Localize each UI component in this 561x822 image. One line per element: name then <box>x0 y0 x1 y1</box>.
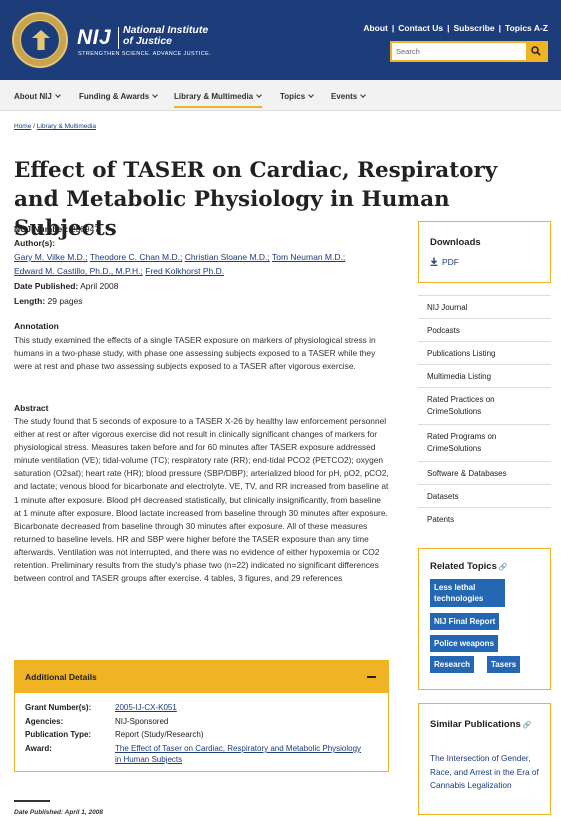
annotation-text: This study examined the effects of a sin… <box>14 335 376 372</box>
grant-number-link[interactable]: 2005-IJ-CX-K051 <box>115 703 177 712</box>
footer-date-published: Date Published: April 1, 2008 <box>14 809 103 816</box>
topic-tag-research[interactable]: Research <box>430 656 475 673</box>
annotation-heading: Annotation <box>14 321 59 331</box>
search-input[interactable] <box>392 43 526 60</box>
util-link-topics-az[interactable]: Topics A-Z <box>505 23 548 33</box>
util-link-contact[interactable]: Contact Us <box>398 23 444 33</box>
search-button[interactable] <box>526 43 546 60</box>
search-icon <box>531 46 541 56</box>
chevron-down-icon <box>54 92 61 98</box>
breadcrumb-home[interactable]: Home <box>14 123 32 130</box>
date-published: Date Published: April 2008 <box>14 281 119 291</box>
util-link-about[interactable]: About <box>363 23 388 33</box>
nav-item-about-nij[interactable]: About NIJ <box>14 92 61 101</box>
nav-item-events[interactable]: Events <box>331 92 367 101</box>
author-link[interactable]: Christian Sloane M.D.; <box>184 252 270 262</box>
author-list: Gary M. Vilke M.D.; Theodore C. Chan M.D… <box>14 250 404 278</box>
authors-label: Author(s): <box>14 238 56 248</box>
award-link[interactable]: The Effect of Taser on Cardiac, Respirat… <box>115 744 362 764</box>
chevron-down-icon <box>360 92 367 98</box>
nav-item-topics[interactable]: Topics <box>280 92 315 101</box>
abstract-text: The study found that 5 seconds of exposu… <box>14 416 389 584</box>
topic-tag-tasers[interactable]: Tasers <box>487 656 521 673</box>
abstract-heading: Abstract <box>14 403 49 413</box>
logo-abbr[interactable]: NIJ <box>77 26 112 49</box>
main-nav: About NIJ Funding & Awards Library & Mul… <box>0 80 561 111</box>
logo-tagline: STRENGTHEN SCIENCE. ADVANCE JUSTICE. <box>78 51 212 57</box>
logo-divider <box>118 27 119 49</box>
additional-details-heading: Additional Details <box>25 672 97 682</box>
downloads-panel: Downloads PDF <box>418 221 551 283</box>
eagle-icon <box>32 30 50 50</box>
link-icon: 🔗 <box>522 722 532 729</box>
sidebar-item-datasets[interactable]: Datasets <box>418 484 551 507</box>
sidebar-item-patents[interactable]: Patents <box>418 507 551 530</box>
related-topics-heading: Related Topics 🔗 <box>430 561 508 572</box>
breadcrumb: Home / Library & Multimedia <box>14 123 97 130</box>
download-icon <box>430 257 438 266</box>
util-link-subscribe[interactable]: Subscribe <box>453 23 495 33</box>
author-link[interactable]: Edward M. Castillo, Ph.D., M.P.H.; <box>14 266 143 276</box>
ncj-number: NCJ Number: 236947 <box>14 224 100 234</box>
search-box <box>390 41 548 62</box>
topic-tag-less-lethal[interactable]: Less lethal technologies <box>430 579 505 607</box>
related-topics-panel: Related Topics 🔗 Less lethal technologies… <box>418 548 551 690</box>
nav-item-funding-awards[interactable]: Funding & Awards <box>79 92 159 101</box>
chevron-down-icon <box>256 92 262 98</box>
author-link[interactable]: Fred Kolkhorst Ph.D. <box>145 266 225 276</box>
breadcrumb-library[interactable]: Library & Multimedia <box>36 123 97 130</box>
seal-inner <box>20 20 60 60</box>
utility-links: About | Contact Us | Subscribe | Topics … <box>363 23 548 33</box>
link-icon: 🔗 <box>498 564 508 571</box>
collapse-icon <box>367 676 376 678</box>
author-link[interactable]: Gary M. Vilke M.D.; <box>14 252 88 262</box>
footer-divider <box>14 800 50 802</box>
logo-name[interactable]: National Institute of Justice <box>123 24 209 47</box>
topic-tag-police-weapons[interactable]: Police weapons <box>430 635 499 652</box>
additional-details-toggle[interactable]: Additional Details <box>15 661 388 693</box>
sidebar-item-rated-practices[interactable]: Rated Practices on CrimeSolutions <box>418 387 551 424</box>
site-header: NIJ National Institute of Justice STRENG… <box>0 0 561 80</box>
page-title: Effect of TASER on Cardiac, Respiratory … <box>14 158 498 241</box>
nav-item-library-multimedia[interactable]: Library & Multimedia <box>174 92 262 101</box>
author-link[interactable]: Theodore C. Chan M.D.; <box>89 252 183 262</box>
nav-active-indicator <box>174 106 262 108</box>
sidebar-item-rated-programs[interactable]: Rated Programs on CrimeSolutions <box>418 424 551 461</box>
similar-publications-panel: Similar Publications 🔗 The Intersection o… <box>418 703 551 815</box>
similar-publications-heading: Similar Publications 🔗 <box>430 717 540 733</box>
length: Length: 29 pages <box>14 296 83 306</box>
doj-seal-logo[interactable] <box>12 12 68 68</box>
sidebar-item-nij-journal[interactable]: NIJ Journal <box>418 295 551 318</box>
additional-details-panel: Additional Details Grant Number(s): 2005… <box>14 660 389 772</box>
sidebar-item-podcasts[interactable]: Podcasts <box>418 318 551 341</box>
downloads-heading: Downloads <box>430 237 481 248</box>
sidebar-item-multimedia-listing[interactable]: Multimedia Listing <box>418 364 551 387</box>
pdf-download-link[interactable]: PDF <box>430 257 459 267</box>
sidebar-item-publications-listing[interactable]: Publications Listing <box>418 341 551 364</box>
chevron-down-icon <box>152 92 159 98</box>
author-link[interactable]: Tom Neuman M.D.; <box>272 252 346 262</box>
chevron-down-icon <box>308 92 315 98</box>
similar-publication-link[interactable]: The Intersection of Gender, Race, and Ar… <box>430 753 539 790</box>
topic-tag-nij-final-report[interactable]: NIJ Final Report <box>430 613 500 630</box>
sidebar-item-software-databases[interactable]: Software & Databases <box>418 461 551 484</box>
